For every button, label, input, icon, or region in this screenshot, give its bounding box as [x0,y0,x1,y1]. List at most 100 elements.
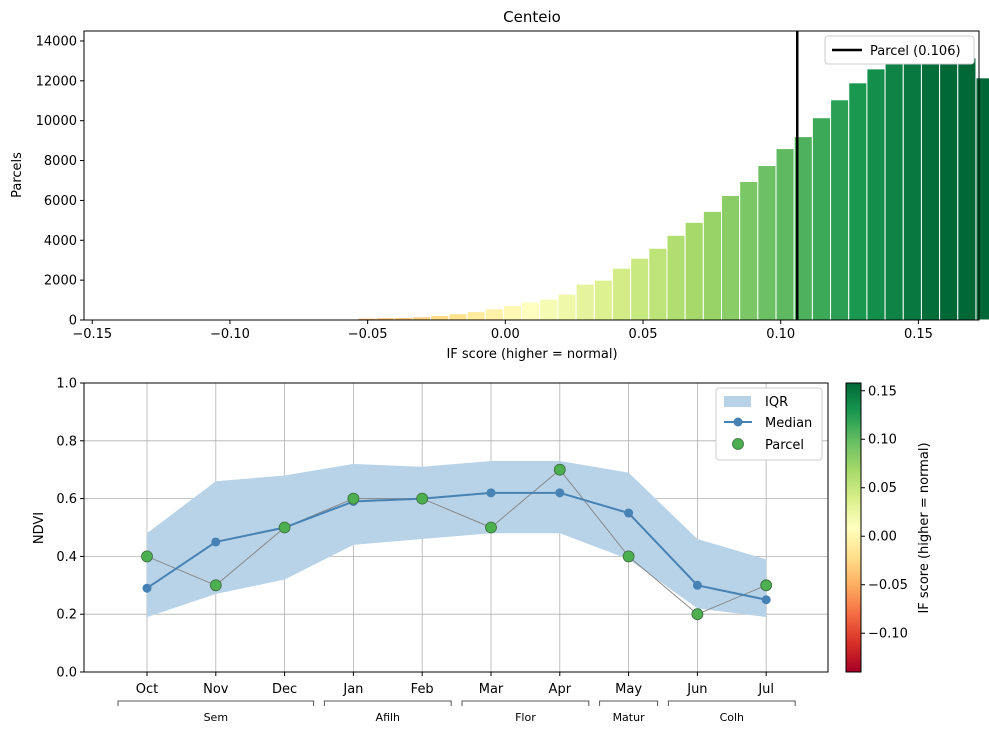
histogram-bar [884,63,904,321]
histogram-bars [302,44,989,321]
phase-bracket [117,700,315,706]
phase-brackets: Sem Afilh Flor Matur Colh [117,700,796,724]
month-label: Nov [203,682,229,697]
month-label: Jan [342,682,363,697]
histogram-y-tick-label: 14000 [36,34,77,49]
histogram-panel: Centeio −0.15 −0.10 −0.05 0.00 0.05 0.10 0.15 … [10,8,989,362]
histogram-bar [957,57,977,321]
phase-label: Flor [515,711,536,724]
phase-bracket [461,700,590,706]
histogram-bar [611,267,632,321]
histogram-bar [630,257,650,321]
ndvi-y-label: NDVI [32,512,47,544]
month-label: May [615,682,642,697]
histogram-bar [484,308,504,321]
histogram-y-tick-label: 12000 [36,74,77,89]
median-point [142,583,152,593]
median-point [761,595,771,605]
histogram-y-tick-label: 0 [69,314,77,329]
histogram-bar [830,99,850,321]
median-point [692,580,702,590]
histogram-bar [939,44,959,321]
parcel-connector-line [146,468,767,615]
ndvi-panel: Oct Nov Dec Jan Feb Mar Apr May Jun Jul 0.0 0.2 0.4… [32,377,932,725]
ndvi-legend: IQR Median Parcel [715,387,823,461]
parcel-point [141,550,153,563]
median-line [146,491,767,601]
histogram-bar [648,247,668,321]
phase-label: Colh [720,711,744,724]
histogram-bar [866,68,886,321]
parcel-point [622,550,635,563]
parcel-point [347,492,360,505]
histogram-y-tick-label: 2000 [44,274,77,289]
median-legend-label: Median [765,416,812,431]
histogram-y-tick-label: 10000 [36,114,77,129]
colorbar-label: IF score (higher = normal) [917,442,932,613]
phase-label: Sem [204,711,228,724]
median-point [486,488,496,498]
histogram-bar [721,194,741,321]
histogram-x-tick-label: 0.15 [904,327,933,342]
histogram-bar [848,82,868,321]
histogram-x-tick-label: 0.05 [629,327,658,342]
histogram-bar [757,165,777,321]
ndvi-axes-frame [83,382,829,673]
histogram-x-tick-label: 0.10 [766,327,795,342]
histogram-bar [575,283,595,321]
histogram-title: Centeio [503,8,561,26]
median-point [555,488,565,498]
phase-label: Matur [613,711,646,724]
parcel-point [209,579,222,592]
histogram-x-ticks: −0.15 −0.10 −0.05 0.00 0.05 0.10 0.15 [72,320,933,342]
ndvi-y-tick-label: 1.0 [56,377,77,392]
month-label: Mar [479,682,504,697]
histogram-bar [539,298,559,321]
histogram-x-label: IF score (higher = normal) [446,347,617,362]
median-point [211,537,221,547]
histogram-axes-frame [83,30,980,321]
iqr-legend-label: IQR [765,395,788,410]
month-label: Oct [136,682,158,697]
histogram-bar [975,77,989,321]
ndvi-y-tick-label: 0.0 [56,666,77,681]
month-label: Apr [549,682,572,697]
histogram-bar [466,311,486,321]
ndvi-x-ticks: Oct Nov Dec Jan Feb Mar Apr May Jun Jul [136,672,774,697]
histogram-x-tick-label: −0.05 [348,327,388,342]
colorbar-tick-label: 0.15 [868,384,897,399]
histogram-legend: Parcel (0.106) [824,35,975,65]
histogram-bar [739,180,759,321]
parcel-point [416,492,429,505]
colorbar: −0.10 −0.05 0.00 0.05 0.10 0.15 IF score (hig… [845,382,932,673]
histogram-bar [702,210,723,321]
colorbar-tick-label: 0.05 [868,481,897,496]
histogram-bar [593,279,613,321]
histogram-y-label: Parcels [10,152,25,198]
colorbar-tick-label: −0.05 [868,578,908,593]
histogram-bar [684,221,704,321]
iqr-legend-swatch [724,396,751,407]
histogram-y-tick-label: 8000 [44,154,77,169]
ndvi-y-tick-label: 0.2 [56,608,77,623]
histogram-x-tick-label: −0.10 [210,327,250,342]
colorbar-gradient [845,382,862,673]
month-label: Jun [686,682,707,697]
phase-bracket [323,700,452,706]
parcel-point [553,463,566,476]
ndvi-y-ticks: 0.0 0.2 0.4 0.6 0.8 1.0 [56,377,84,681]
histogram-bar [920,44,941,321]
parcel-point [691,608,704,621]
ndvi-y-tick-label: 0.6 [56,492,77,507]
parcel-point [760,579,773,592]
median-legend-marker [733,417,743,427]
month-label: Feb [411,682,434,697]
iqr-band [147,461,767,618]
month-label: Jul [757,682,774,697]
ndvi-y-tick-label: 0.8 [56,434,77,449]
histogram-y-tick-label: 6000 [44,194,77,209]
colorbar-tick-label: 0.00 [868,530,897,545]
histogram-x-tick-label: −0.15 [72,327,112,342]
histogram-y-tick-label: 4000 [44,234,77,249]
